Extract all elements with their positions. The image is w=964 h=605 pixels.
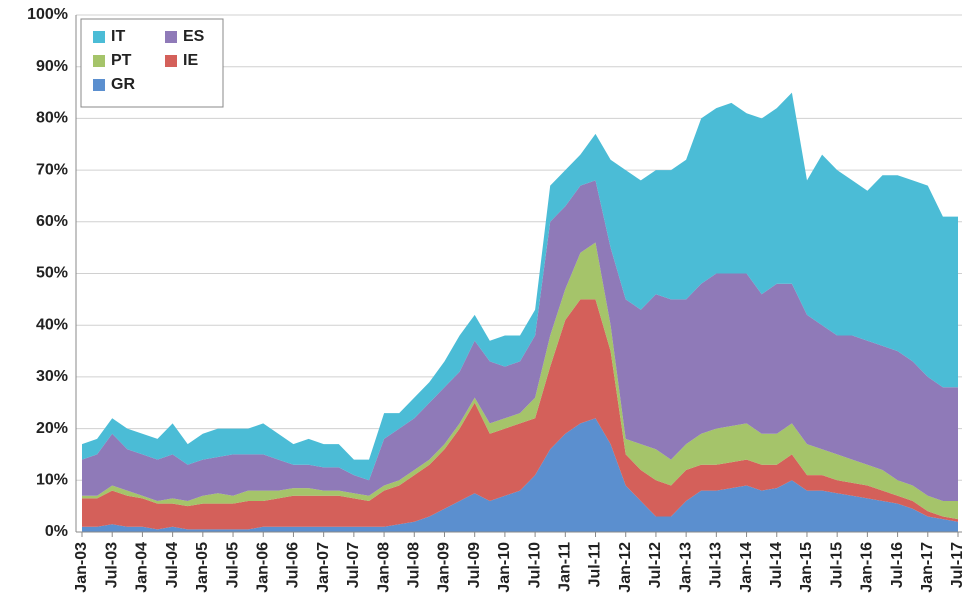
x-tick-label: Jul-11: [587, 542, 604, 587]
y-tick-label: 60%: [36, 213, 68, 230]
area: [82, 180, 958, 501]
x-tick-label: Jan-15: [798, 542, 815, 593]
y-tick-label: 100%: [27, 6, 68, 23]
legend-label: PT: [111, 52, 132, 69]
x-tick-label: Jan-12: [617, 542, 634, 593]
area: [82, 242, 958, 520]
y-tick-label: 50%: [36, 265, 68, 282]
area: [82, 299, 958, 530]
legend-label: IE: [183, 52, 198, 69]
legend-label: IT: [111, 28, 125, 45]
x-tick-label: Jul-07: [345, 542, 362, 588]
legend-swatch: [93, 31, 105, 43]
x-tick-label: Jan-06: [254, 542, 271, 593]
x-tick-label: Jul-15: [828, 542, 845, 588]
x-tick-label: Jul-09: [466, 542, 483, 588]
x-tick-label: Jul-17: [949, 542, 964, 588]
x-tick-label: Jul-08: [405, 542, 422, 588]
area: [82, 418, 958, 532]
y-tick-label: 70%: [36, 161, 68, 178]
x-tick-label: Jan-04: [134, 542, 151, 593]
y-tick-label: 10%: [36, 472, 68, 489]
x-tick-label: Jan-08: [375, 542, 392, 593]
x-tick-label: Jan-10: [496, 542, 513, 593]
x-tick-label: Jan-07: [315, 542, 332, 593]
legend-swatch: [93, 79, 105, 91]
x-tick-label: Jul-13: [708, 542, 725, 588]
y-tick-label: 20%: [36, 420, 68, 437]
x-tick-label: Jul-14: [768, 542, 785, 588]
legend-swatch: [93, 55, 105, 67]
y-tick-label: 40%: [36, 316, 68, 333]
x-tick-label: Jul-10: [526, 542, 543, 588]
x-tick-label: Jan-16: [859, 542, 876, 593]
x-tick-label: Jul-05: [224, 542, 241, 588]
y-tick-label: 90%: [36, 58, 68, 75]
y-tick-label: 0%: [45, 523, 68, 540]
legend-swatch: [165, 31, 177, 43]
legend-label: ES: [183, 28, 205, 45]
x-tick-label: Jul-16: [889, 542, 906, 588]
legend-swatch: [165, 55, 177, 67]
y-tick-label: 30%: [36, 368, 68, 385]
x-tick-label: Jul-12: [647, 542, 664, 588]
y-tick-label: 80%: [36, 110, 68, 127]
area: [82, 92, 958, 481]
x-tick-label: Jan-03: [73, 542, 90, 593]
x-tick-label: Jul-06: [285, 542, 302, 588]
x-tick-label: Jan-11: [557, 542, 574, 592]
x-tick-label: Jan-17: [919, 542, 936, 593]
x-tick-label: Jan-05: [194, 542, 211, 593]
x-tick-label: Jul-03: [103, 542, 120, 588]
x-tick-label: Jan-09: [436, 542, 453, 593]
legend-label: GR: [111, 76, 135, 93]
x-tick-label: Jan-14: [738, 542, 755, 593]
x-tick-label: Jul-04: [164, 542, 181, 588]
x-tick-label: Jan-13: [677, 542, 694, 593]
